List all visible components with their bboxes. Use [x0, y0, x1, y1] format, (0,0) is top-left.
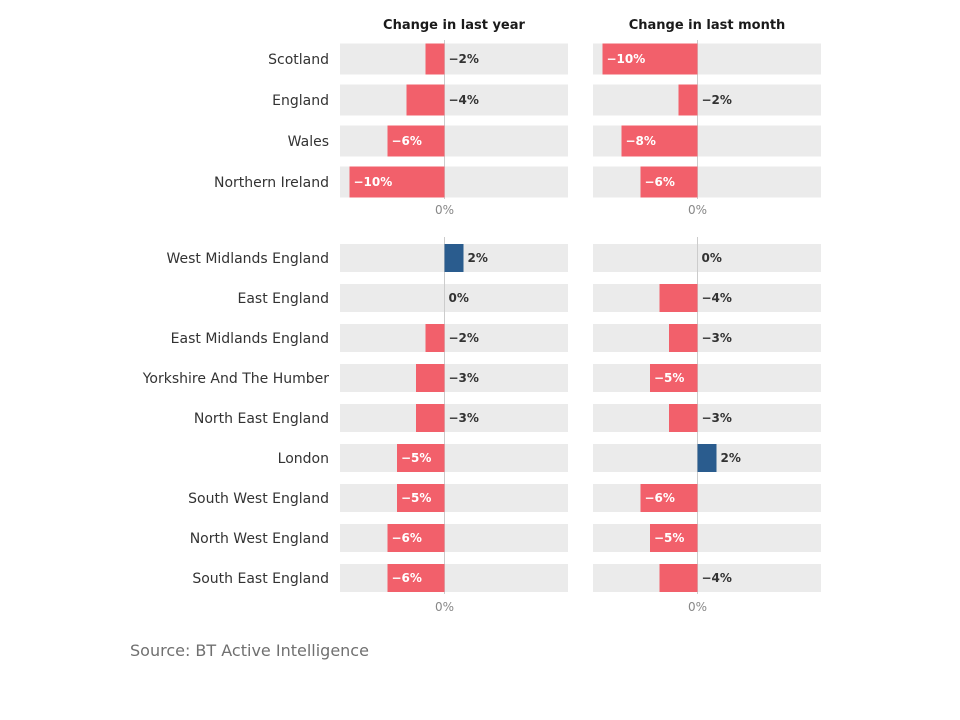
value-label-g1-r0-p0: 2% — [468, 251, 488, 265]
row-label: East England — [238, 291, 330, 307]
column-title-1: Change in last month — [629, 18, 786, 33]
value-label-g0-r0-p0: −2% — [449, 52, 479, 66]
value-label-g1-r2-p1: −3% — [702, 331, 732, 345]
value-label-g1-r7-p0: −6% — [392, 531, 422, 545]
bar-g0-r1-p0 — [406, 84, 445, 116]
track-g0-r2-p0 — [340, 125, 568, 157]
value-label-g0-r0-p1: −10% — [607, 52, 646, 66]
track-g1-r8-p1 — [593, 564, 821, 592]
bar-g1-r3-p1 — [650, 364, 698, 392]
value-label-g1-r8-p1: −4% — [702, 571, 732, 585]
value-label-g0-r3-p0: −10% — [354, 175, 393, 189]
value-label-g1-r2-p0: −2% — [449, 331, 479, 345]
track-g1-r4-p0 — [340, 404, 568, 432]
zero-tick-label-g0-p0: 0% — [435, 203, 454, 217]
bar-g1-r7-p0 — [387, 524, 445, 552]
value-label-g1-r1-p0: 0% — [449, 291, 469, 305]
row-label: South West England — [188, 491, 329, 507]
bar-g0-r0-p1 — [602, 43, 698, 75]
bar-g1-r7-p1 — [650, 524, 698, 552]
track-g0-r3-p1 — [593, 166, 821, 198]
value-label-g0-r2-p1: −8% — [626, 134, 656, 148]
track-g0-r1-p1 — [593, 84, 821, 116]
row-label: London — [278, 451, 329, 467]
bar-g0-r2-p0 — [387, 125, 445, 157]
bar-g1-r3-p0 — [416, 364, 445, 392]
zero-tick-label-g1-p1: 0% — [688, 600, 707, 614]
row-label: Wales — [288, 134, 329, 150]
row-label: South East England — [192, 571, 329, 587]
track-g1-r7-p1 — [593, 524, 821, 552]
track-g1-r8-p0 — [340, 564, 568, 592]
bar-g1-r2-p0 — [425, 324, 445, 352]
bar-g1-r8-p1 — [659, 564, 698, 592]
track-g1-r3-p1 — [593, 364, 821, 392]
row-label: Yorkshire And The Humber — [142, 371, 330, 387]
value-label-g1-r4-p1: −3% — [702, 411, 732, 425]
row-label: West Midlands England — [166, 251, 329, 267]
row-label: Scotland — [268, 52, 329, 68]
bar-g0-r3-p1 — [640, 166, 698, 198]
track-g1-r4-p1 — [593, 404, 821, 432]
bar-g1-r6-p1 — [640, 484, 698, 512]
value-label-g0-r1-p0: −4% — [449, 93, 479, 107]
bar-g0-r0-p0 — [425, 43, 445, 75]
value-label-g1-r1-p1: −4% — [702, 291, 732, 305]
track-g1-r3-p0 — [340, 364, 568, 392]
value-label-g1-r3-p0: −3% — [449, 371, 479, 385]
bar-g1-r4-p1 — [669, 404, 698, 432]
value-label-g1-r8-p0: −6% — [392, 571, 422, 585]
value-label-g1-r7-p1: −5% — [654, 531, 684, 545]
bar-g1-r4-p0 — [416, 404, 445, 432]
row-label: North West England — [190, 531, 329, 547]
track-g1-r6-p1 — [593, 484, 821, 512]
value-label-g1-r3-p1: −5% — [654, 371, 684, 385]
track-g0-r0-p0 — [340, 43, 568, 75]
column-title-0: Change in last year — [383, 18, 525, 33]
value-label-g1-r6-p0: −5% — [401, 491, 431, 505]
source-note: Source: BT Active Intelligence — [130, 641, 369, 660]
value-label-g1-r4-p0: −3% — [449, 411, 479, 425]
bar-g1-r1-p1 — [659, 284, 698, 312]
track-g1-r5-p0 — [340, 444, 568, 472]
track-g0-r1-p0 — [340, 84, 568, 116]
track-g1-r6-p0 — [340, 484, 568, 512]
zero-tick-label-g0-p1: 0% — [688, 203, 707, 217]
track-g1-r0-p1 — [593, 244, 821, 272]
bar-g0-r1-p1 — [678, 84, 698, 116]
value-label-g0-r2-p0: −6% — [392, 134, 422, 148]
track-g1-r2-p0 — [340, 324, 568, 352]
row-label: England — [272, 93, 329, 109]
row-label: East Midlands England — [171, 331, 329, 347]
row-label: Northern Ireland — [214, 175, 329, 191]
bar-g0-r3-p0 — [349, 166, 445, 198]
bar-g0-r2-p1 — [621, 125, 698, 157]
bar-g1-r5-p1 — [697, 444, 717, 472]
bar-g1-r5-p0 — [397, 444, 445, 472]
value-label-g0-r1-p1: −2% — [702, 93, 732, 107]
value-label-g1-r5-p0: −5% — [401, 451, 431, 465]
bar-g1-r6-p0 — [397, 484, 445, 512]
value-label-g0-r3-p1: −6% — [645, 175, 675, 189]
track-g1-r1-p0 — [340, 284, 568, 312]
row-label: North East England — [194, 411, 329, 427]
zero-tick-label-g1-p0: 0% — [435, 600, 454, 614]
value-label-g1-r6-p1: −6% — [645, 491, 675, 505]
track-g1-r2-p1 — [593, 324, 821, 352]
track-g1-r1-p1 — [593, 284, 821, 312]
bar-g1-r2-p1 — [669, 324, 698, 352]
track-g1-r7-p0 — [340, 524, 568, 552]
bar-g1-r8-p0 — [387, 564, 445, 592]
value-label-g1-r5-p1: 2% — [721, 451, 741, 465]
value-label-g1-r0-p1: 0% — [702, 251, 722, 265]
bar-g1-r0-p0 — [444, 244, 464, 272]
